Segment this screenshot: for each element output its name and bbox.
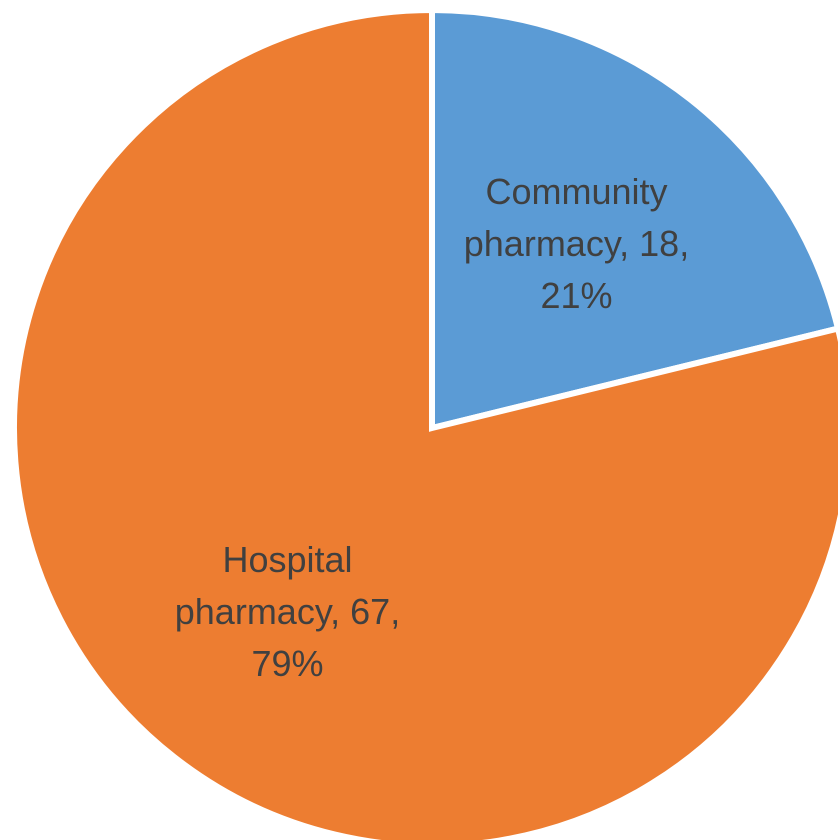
data-label-community-pharmacy: Community pharmacy, 18, 21% <box>464 171 689 316</box>
data-label-line: Community <box>485 171 667 212</box>
data-label-line: pharmacy, 67, <box>175 591 400 632</box>
data-label-line: 21% <box>540 275 612 316</box>
data-label-line: Hospital <box>222 539 352 580</box>
labels-layer: Community pharmacy, 18, 21% Hospital pharmac… <box>175 171 689 684</box>
data-label-line: pharmacy, 18, <box>464 223 689 264</box>
pie-slice-hospital-pharmacy <box>11 6 838 840</box>
data-label-line: 79% <box>251 643 323 684</box>
data-label-hospital-pharmacy: Hospital pharmacy, 67, 79% <box>175 539 400 684</box>
pie-slice-community-pharmacy <box>429 6 838 432</box>
slices-layer <box>11 6 838 840</box>
